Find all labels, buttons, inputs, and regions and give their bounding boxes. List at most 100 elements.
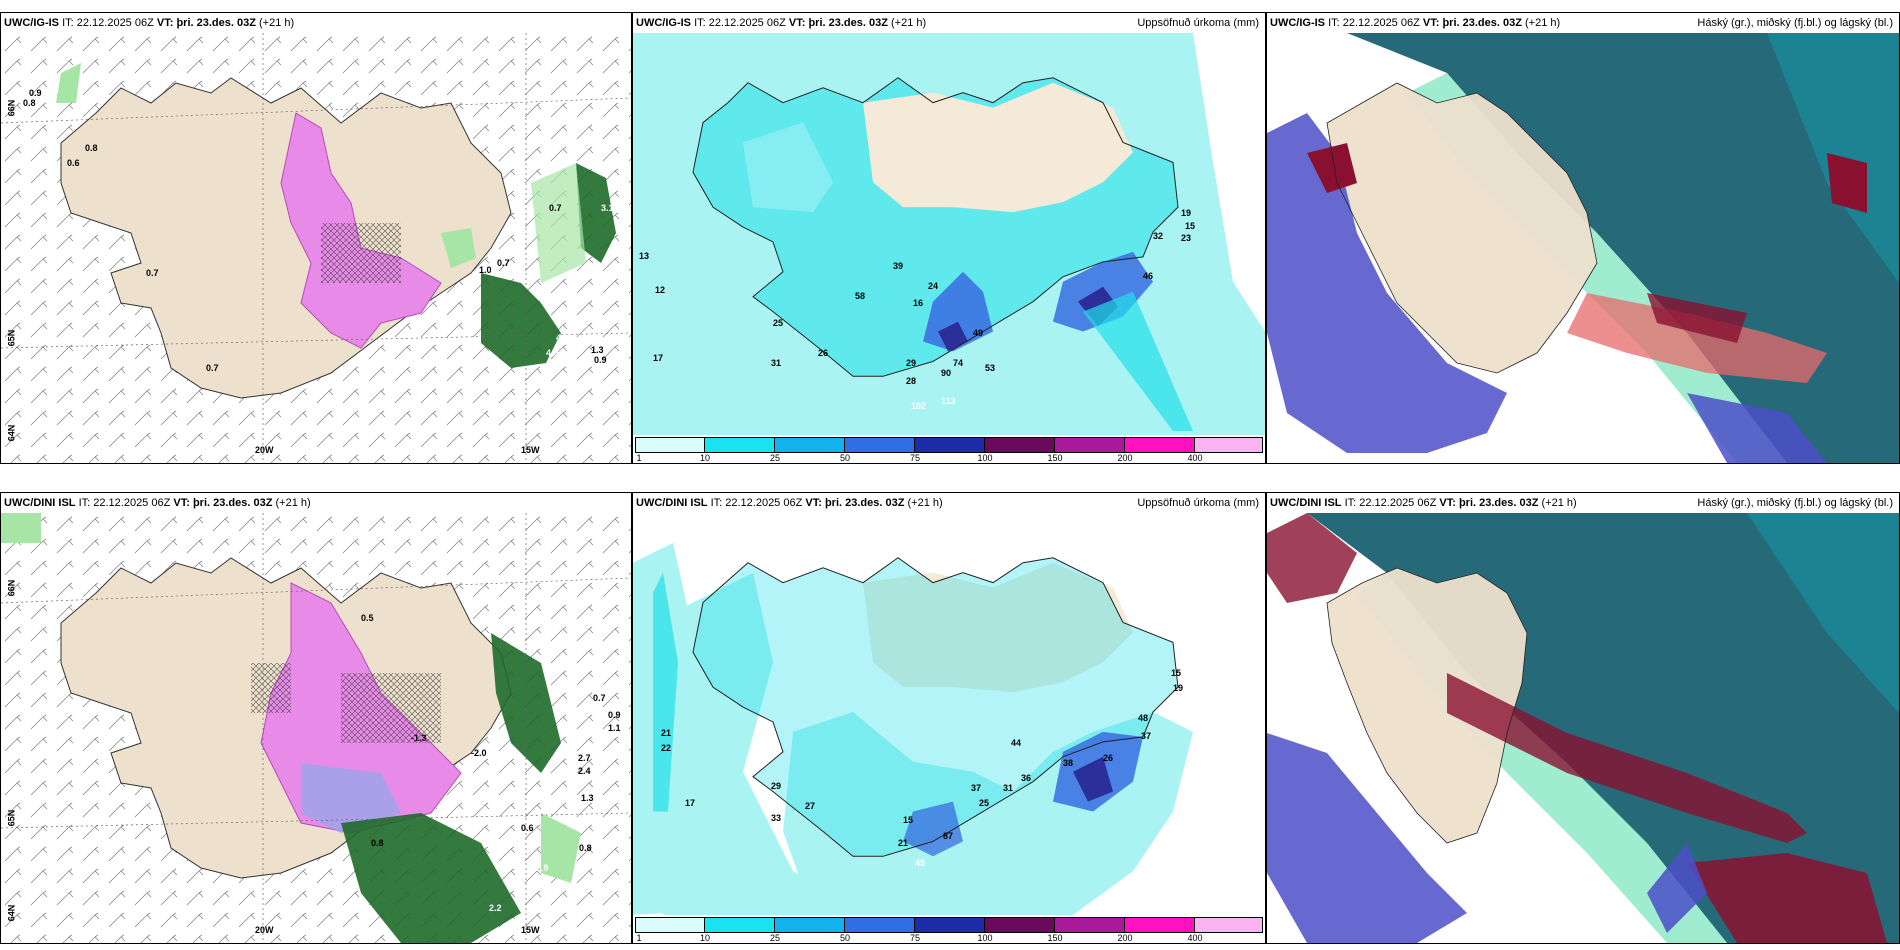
temp-label: 0.9 — [29, 88, 42, 98]
map-area[interactable]: 20W 15W 66N 65N 64N 0.5 -1.3 -2.0 0.7 0.… — [1, 513, 631, 943]
precip-map-panel-top: UWC/IG-IS IT: 22.12.2025 06Z VT: þri. 23… — [632, 12, 1266, 464]
temp-label: 0.7 — [549, 203, 562, 213]
map-area[interactable]: 13 12 17 25 31 26 29 28 74 90 49 53 102 … — [633, 33, 1265, 435]
panel-header: UWC/DINI ISL IT: 22.12.2025 06Z VT: þri.… — [633, 493, 1265, 513]
precip-label: 58 — [855, 291, 866, 301]
precip-label: 19 — [1173, 683, 1184, 693]
precip-label: 19 — [1181, 208, 1192, 218]
precip-label: 21 — [898, 838, 909, 848]
colorbar-swatch — [705, 437, 775, 453]
precip-label: 12 — [655, 285, 666, 295]
temp-label: 2.4 — [578, 766, 591, 776]
colorbar-tick: 1 — [636, 933, 642, 943]
colorbar-swatch — [1055, 917, 1125, 933]
temp-label: 0.7 — [593, 693, 606, 703]
precip-label: 28 — [906, 376, 917, 386]
precip-label: 39 — [893, 261, 904, 271]
colorbar-swatch — [775, 437, 845, 453]
precip-label: 22 — [661, 743, 672, 753]
precip-label: 15 — [1171, 668, 1182, 678]
colorbar-swatch — [635, 917, 705, 933]
colorbar-tick: 10 — [699, 933, 711, 943]
precip-label: 25 — [979, 798, 990, 808]
colorbar-tick: 75 — [909, 933, 921, 943]
precip-label: 46 — [1143, 271, 1154, 281]
temp-label: -2.0 — [471, 748, 487, 758]
colorbar: 1 10 25 50 75 100 150 200 400 — [633, 915, 1265, 943]
temp-wind-map-panel-top: UWC/IG-IS IT: 22.12.2025 06Z VT: þri. 23… — [0, 12, 632, 464]
panel-title: Uppsöfnuð úrkoma (mm) — [1137, 497, 1259, 509]
colorbar-swatch — [1125, 437, 1195, 453]
colorbar-tick: 150 — [1047, 453, 1063, 463]
map-area[interactable] — [1267, 33, 1899, 463]
colorbar-swatch — [775, 917, 845, 933]
precip-label: 53 — [985, 363, 996, 373]
colorbar-swatch — [635, 437, 705, 453]
temp-wind-map-panel-bottom: UWC/DINI ISL IT: 22.12.2025 06Z VT: þri.… — [0, 492, 632, 944]
colorbar-swatch — [985, 437, 1055, 453]
precip-label: 24 — [928, 281, 939, 291]
colorbar-swatch — [845, 917, 915, 933]
precip-label: 29 — [906, 358, 917, 368]
temp-label: 1.3 — [581, 793, 594, 803]
temp-label: 0.9 — [594, 355, 607, 365]
precip-label: 45 — [915, 858, 926, 868]
precip-label: 29 — [771, 781, 782, 791]
colorbar-tick: 1 — [636, 453, 642, 463]
precip-label: 31 — [771, 358, 782, 368]
temp-label: 1.3 — [591, 345, 604, 355]
precip-label: 37 — [1141, 731, 1152, 741]
colorbar-tick: 200 — [1117, 933, 1133, 943]
precip-label: 87 — [943, 831, 954, 841]
temp-label: 2.9 — [536, 863, 549, 873]
map-area[interactable]: 21 22 17 29 33 27 15 21 87 45 37 25 36 3… — [633, 513, 1265, 915]
precip-label: 27 — [805, 801, 816, 811]
colorbar-swatch — [845, 437, 915, 453]
precip-label: 21 — [661, 728, 672, 738]
temp-label: 1.1 — [608, 723, 621, 733]
temp-label: 0.7 — [497, 258, 510, 268]
lon-label-20w: 20W — [255, 445, 274, 455]
colorbar-tick: 50 — [839, 933, 851, 943]
temp-label: 0.8 — [371, 838, 384, 848]
precip-label: 16 — [913, 298, 924, 308]
colorbar-swatch — [915, 917, 985, 933]
lat-label-65n: 65N — [6, 809, 17, 827]
lon-label-15w: 15W — [521, 925, 540, 935]
colorbar-tick: 25 — [769, 453, 781, 463]
colorbar-tick: 50 — [839, 453, 851, 463]
temp-label: 4.2 — [566, 353, 579, 363]
precip-label: 90 — [941, 368, 952, 378]
temp-label: 2.2 — [489, 903, 502, 913]
temp-label: 0.6 — [67, 158, 80, 168]
colorbar-tick: 25 — [769, 933, 781, 943]
colorbar-swatch — [705, 917, 775, 933]
precip-label: 37 — [971, 783, 982, 793]
lat-label-64n: 64N — [6, 904, 17, 922]
colorbar-swatch — [915, 437, 985, 453]
precip-label: 74 — [953, 358, 964, 368]
precip-label: 36 — [1021, 773, 1032, 783]
map-area[interactable]: 20W 15W 66N 65N 64N 0.9 0.8 0.6 0.8 0.7 … — [1, 33, 631, 463]
cloud-map-panel-bottom: UWC/DINI ISL IT: 22.12.2025 06Z VT: þri.… — [1266, 492, 1900, 944]
colorbar: 1 10 25 50 75 100 150 200 400 — [633, 435, 1265, 463]
colorbar-tick: 400 — [1187, 933, 1203, 943]
panel-header: UWC/DINI ISL IT: 22.12.2025 06Z VT: þri.… — [1267, 493, 1899, 513]
lat-label-64n: 64N — [6, 424, 17, 442]
precip-label: 25 — [773, 318, 784, 328]
colorbar-tick: 100 — [977, 933, 993, 943]
panel-header: UWC/DINI ISL IT: 22.12.2025 06Z VT: þri.… — [1, 493, 631, 513]
colorbar-tick: 400 — [1187, 453, 1203, 463]
precip-label: 17 — [653, 353, 664, 363]
lon-label-15w: 15W — [521, 445, 540, 455]
precip-label: 102 — [911, 401, 927, 411]
panel-title: Háský (gr.), miðský (fj.bl.) og lágský (… — [1697, 17, 1893, 29]
temp-label: 0.5 — [361, 613, 374, 623]
precip-label: 23 — [1181, 233, 1192, 243]
map-area[interactable] — [1267, 513, 1899, 943]
temp-label: -1.3 — [411, 733, 427, 743]
precip-label: 38 — [1063, 758, 1074, 768]
panel-header: UWC/IG-IS IT: 22.12.2025 06Z VT: þri. 23… — [633, 13, 1265, 33]
temp-label: 2.7 — [578, 753, 591, 763]
precip-label: 44 — [1011, 738, 1022, 748]
